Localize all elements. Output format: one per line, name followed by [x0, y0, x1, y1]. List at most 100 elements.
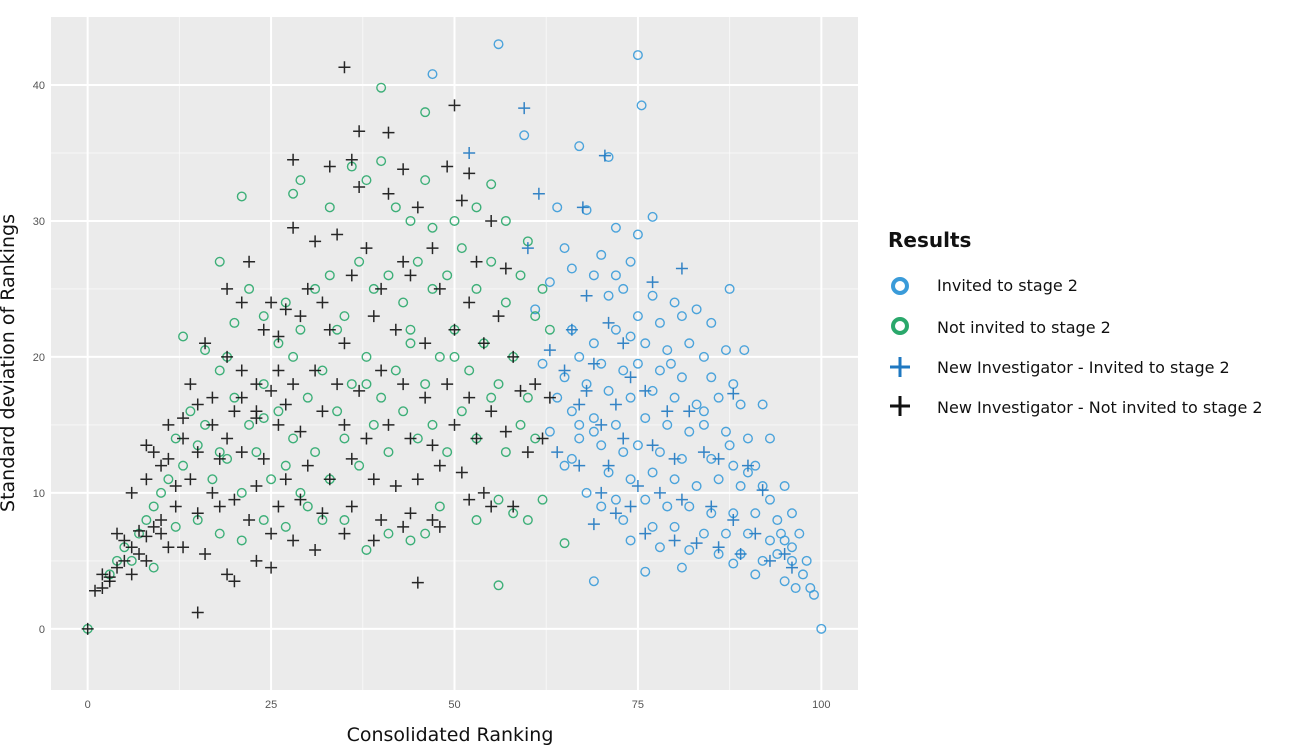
data-point	[603, 385, 614, 396]
data-point	[294, 493, 307, 506]
legend-swatch-ni-invited	[890, 357, 910, 377]
data-point	[199, 548, 212, 561]
data-point	[779, 576, 790, 587]
data-point	[323, 160, 336, 173]
data-point	[471, 515, 482, 526]
data-point	[602, 316, 615, 329]
data-point	[683, 405, 696, 418]
data-point	[302, 392, 313, 403]
data-point	[302, 501, 313, 512]
data-point	[404, 507, 417, 520]
data-point	[625, 331, 636, 342]
x-axis-label: Consolidated Ranking	[347, 724, 554, 746]
data-point	[156, 487, 167, 498]
data-point	[133, 524, 146, 537]
data-point	[345, 452, 358, 465]
legend-label-not-invited: Not invited to stage 2	[937, 318, 1111, 337]
data-point	[375, 282, 388, 295]
data-point	[573, 398, 586, 411]
data-point	[323, 323, 336, 336]
data-point	[463, 493, 476, 506]
data-point	[515, 419, 526, 430]
data-point	[720, 345, 731, 356]
data-point	[507, 500, 520, 513]
data-point	[662, 345, 673, 356]
data-point	[742, 433, 753, 444]
data-point	[111, 527, 124, 540]
data-point	[294, 425, 307, 438]
data-point	[471, 202, 482, 213]
data-point	[294, 310, 307, 323]
data-point	[684, 544, 695, 555]
data-point	[741, 459, 754, 472]
data-point	[221, 350, 234, 363]
data-point	[383, 447, 394, 458]
data-point	[310, 447, 321, 458]
data-point	[720, 528, 731, 539]
data-point	[676, 562, 687, 573]
data-point	[177, 412, 190, 425]
data-point	[235, 446, 248, 459]
data-point	[412, 256, 423, 267]
data-point	[273, 406, 284, 417]
data-point	[398, 406, 409, 417]
data-point	[346, 379, 357, 390]
y-tick-label: 0	[39, 624, 45, 636]
data-point	[588, 270, 599, 281]
y-tick-label: 10	[33, 488, 45, 500]
data-point	[544, 324, 555, 335]
data-point	[610, 222, 621, 233]
data-point	[448, 418, 461, 431]
data-point	[808, 589, 819, 600]
data-point	[404, 432, 417, 445]
data-point	[244, 283, 255, 294]
data-point	[617, 432, 630, 445]
data-point	[397, 520, 410, 533]
data-point	[279, 473, 292, 486]
data-point	[287, 153, 300, 166]
data-point	[287, 534, 300, 547]
data-point	[339, 311, 350, 322]
data-point	[493, 39, 504, 50]
data-point	[323, 473, 336, 486]
data-point	[367, 473, 380, 486]
data-point	[537, 494, 548, 505]
data-point	[288, 351, 299, 362]
data-point	[162, 541, 175, 554]
data-point	[383, 528, 394, 539]
data-point	[581, 487, 592, 498]
data-point	[705, 500, 718, 513]
data-point	[162, 418, 175, 431]
data-point	[684, 338, 695, 349]
data-point	[727, 387, 740, 400]
data-point	[521, 446, 534, 459]
data-point	[728, 460, 739, 471]
data-point	[360, 242, 373, 255]
data-point	[433, 282, 446, 295]
data-point	[389, 323, 402, 336]
data-point	[398, 297, 409, 308]
data-point	[169, 500, 182, 513]
data-point	[785, 561, 798, 574]
data-point	[420, 107, 431, 118]
data-point	[778, 548, 791, 561]
data-point	[221, 568, 234, 581]
data-point	[790, 583, 801, 594]
data-point	[500, 297, 511, 308]
data-point	[155, 527, 168, 540]
data-point	[420, 528, 431, 539]
data-point	[338, 337, 351, 350]
series-0	[427, 39, 827, 634]
data-point	[797, 569, 808, 580]
data-point	[405, 324, 416, 335]
data-point	[595, 418, 608, 431]
data-point	[448, 323, 461, 336]
data-point	[316, 507, 329, 520]
data-point	[332, 406, 343, 417]
data-point	[162, 452, 175, 465]
data-point	[433, 459, 446, 472]
data-point	[734, 548, 747, 561]
data-point	[764, 433, 775, 444]
data-point	[543, 344, 556, 357]
data-point	[640, 413, 651, 424]
